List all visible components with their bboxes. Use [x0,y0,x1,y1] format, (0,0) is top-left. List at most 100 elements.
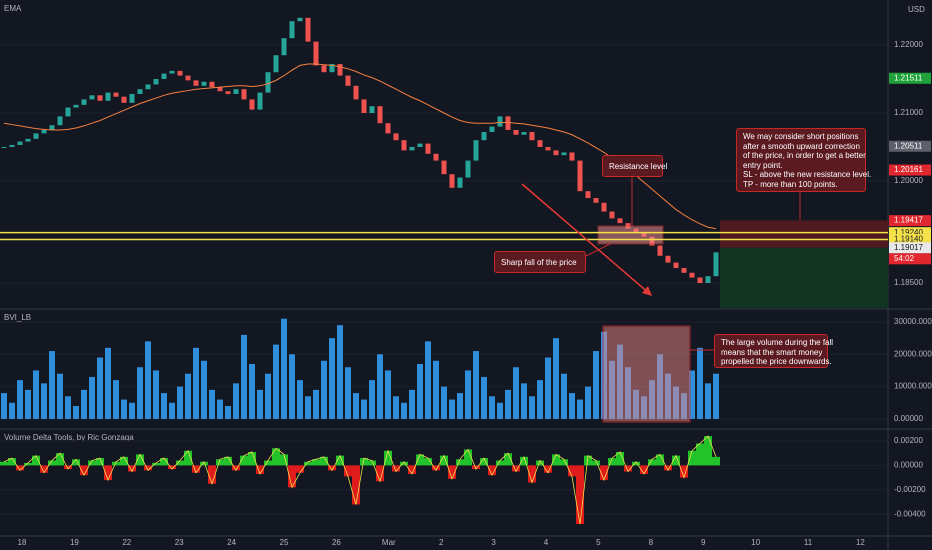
volume-bar [297,380,303,419]
candle [41,129,47,134]
volume-note: The large volume during the fall means th… [714,334,834,368]
delta-bar [448,465,456,479]
delta-bar [632,461,640,466]
delta-bar [184,450,192,466]
countdown-tag [889,253,931,265]
candle [425,143,431,154]
y-tick-label: 30000.00000 [894,317,932,326]
volume-bar [289,354,295,419]
connector [585,243,611,257]
delta-bar [376,465,384,482]
ema-line [3,63,717,230]
delta-bar [72,459,80,466]
candle [561,152,567,156]
candle [505,116,511,130]
candle [449,174,455,188]
y-tick-label: 0.00000 [894,461,923,470]
candle [537,140,543,147]
y-tick-label: 0.00200 [894,436,923,445]
candle [177,70,183,76]
candle [193,80,199,86]
volume-bar [521,383,527,419]
volume-bar [321,360,327,419]
y-tick-label: 10000.00000 [894,382,932,391]
candle [305,17,311,42]
delta-bar [656,454,664,466]
volume-bar [345,367,351,419]
delta-bar [616,451,624,466]
candle [617,218,623,224]
fall-arrow [521,183,651,295]
volume-bar [401,402,407,419]
y-tick-label: 1.22000 [894,40,923,49]
delta-bar [392,465,400,472]
delta-bar [456,459,464,466]
volume-bar [697,347,703,419]
delta-bar [416,454,424,466]
volume-pane-title: BVI_LB [4,313,31,322]
volume-bar [65,396,71,419]
candle [217,87,223,92]
price-tag-label: 1.19140 [894,235,923,244]
delta-bar [24,462,32,466]
candle [105,92,111,101]
x-tick-label: 11 [804,538,813,547]
volume-bar [393,396,399,419]
x-tick-label: 23 [175,538,184,547]
note-line: The large volume during the fall [721,338,834,347]
delta-bar [568,465,576,477]
candle [273,55,279,73]
delta-bar [352,465,360,505]
candle [321,65,327,73]
volume-bar [161,393,167,419]
resistance-highlight [597,225,664,245]
price-tag [889,164,931,176]
note-line: We may consider short positions [743,132,859,141]
volume-bar [497,402,503,419]
x-tick-label: 3 [491,538,496,547]
delta-bar [344,465,352,477]
delta-bar [520,456,528,466]
delta-bar [120,456,128,466]
candle [417,143,423,147]
delta-bar [216,459,224,466]
countdown-label: 54:02 [894,254,915,263]
volume-bar [585,386,591,419]
candle [89,95,95,100]
delta-bar [32,455,40,466]
delta-bar [384,450,392,466]
volume-bar [169,402,175,419]
y-tick-label: -0.00200 [894,485,926,494]
note-text: Sharp fall of the price [501,258,577,267]
volume-bar [177,386,183,419]
volume-bar [513,367,519,419]
note-text: Resistance level [609,162,668,171]
volume-bar [257,389,263,419]
volume-bar [529,396,535,419]
volume-bar [113,380,119,419]
delta-bar [144,465,152,471]
candle [225,91,231,94]
delta-bar [176,460,184,466]
candle [297,17,303,22]
candle [553,150,559,156]
candle [521,132,527,135]
volume-bar [81,389,87,419]
delta-bar [56,453,64,466]
volume-bar [553,338,559,419]
delta-bar [40,465,48,473]
candle [601,202,607,212]
fall-note: Sharp fall of the price [494,251,586,273]
candle [481,132,487,141]
x-tick-label: 19 [70,538,79,547]
volume-bar [1,393,7,419]
candle [265,72,271,93]
delta-bar [320,456,328,466]
volume-bar [225,406,231,419]
candle [673,262,679,269]
delta-bar [488,465,496,476]
candle [33,133,39,139]
candle [377,106,383,124]
price-tag-label: 1.20511 [894,141,923,150]
